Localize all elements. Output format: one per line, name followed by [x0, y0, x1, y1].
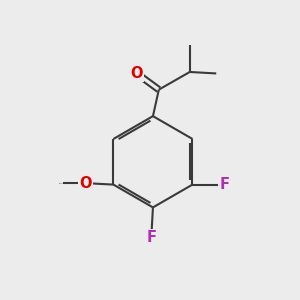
- Text: F: F: [219, 177, 229, 192]
- Text: O: O: [130, 66, 143, 81]
- Text: F: F: [146, 230, 157, 245]
- Text: methyl: methyl: [58, 182, 63, 184]
- Text: O: O: [79, 176, 92, 190]
